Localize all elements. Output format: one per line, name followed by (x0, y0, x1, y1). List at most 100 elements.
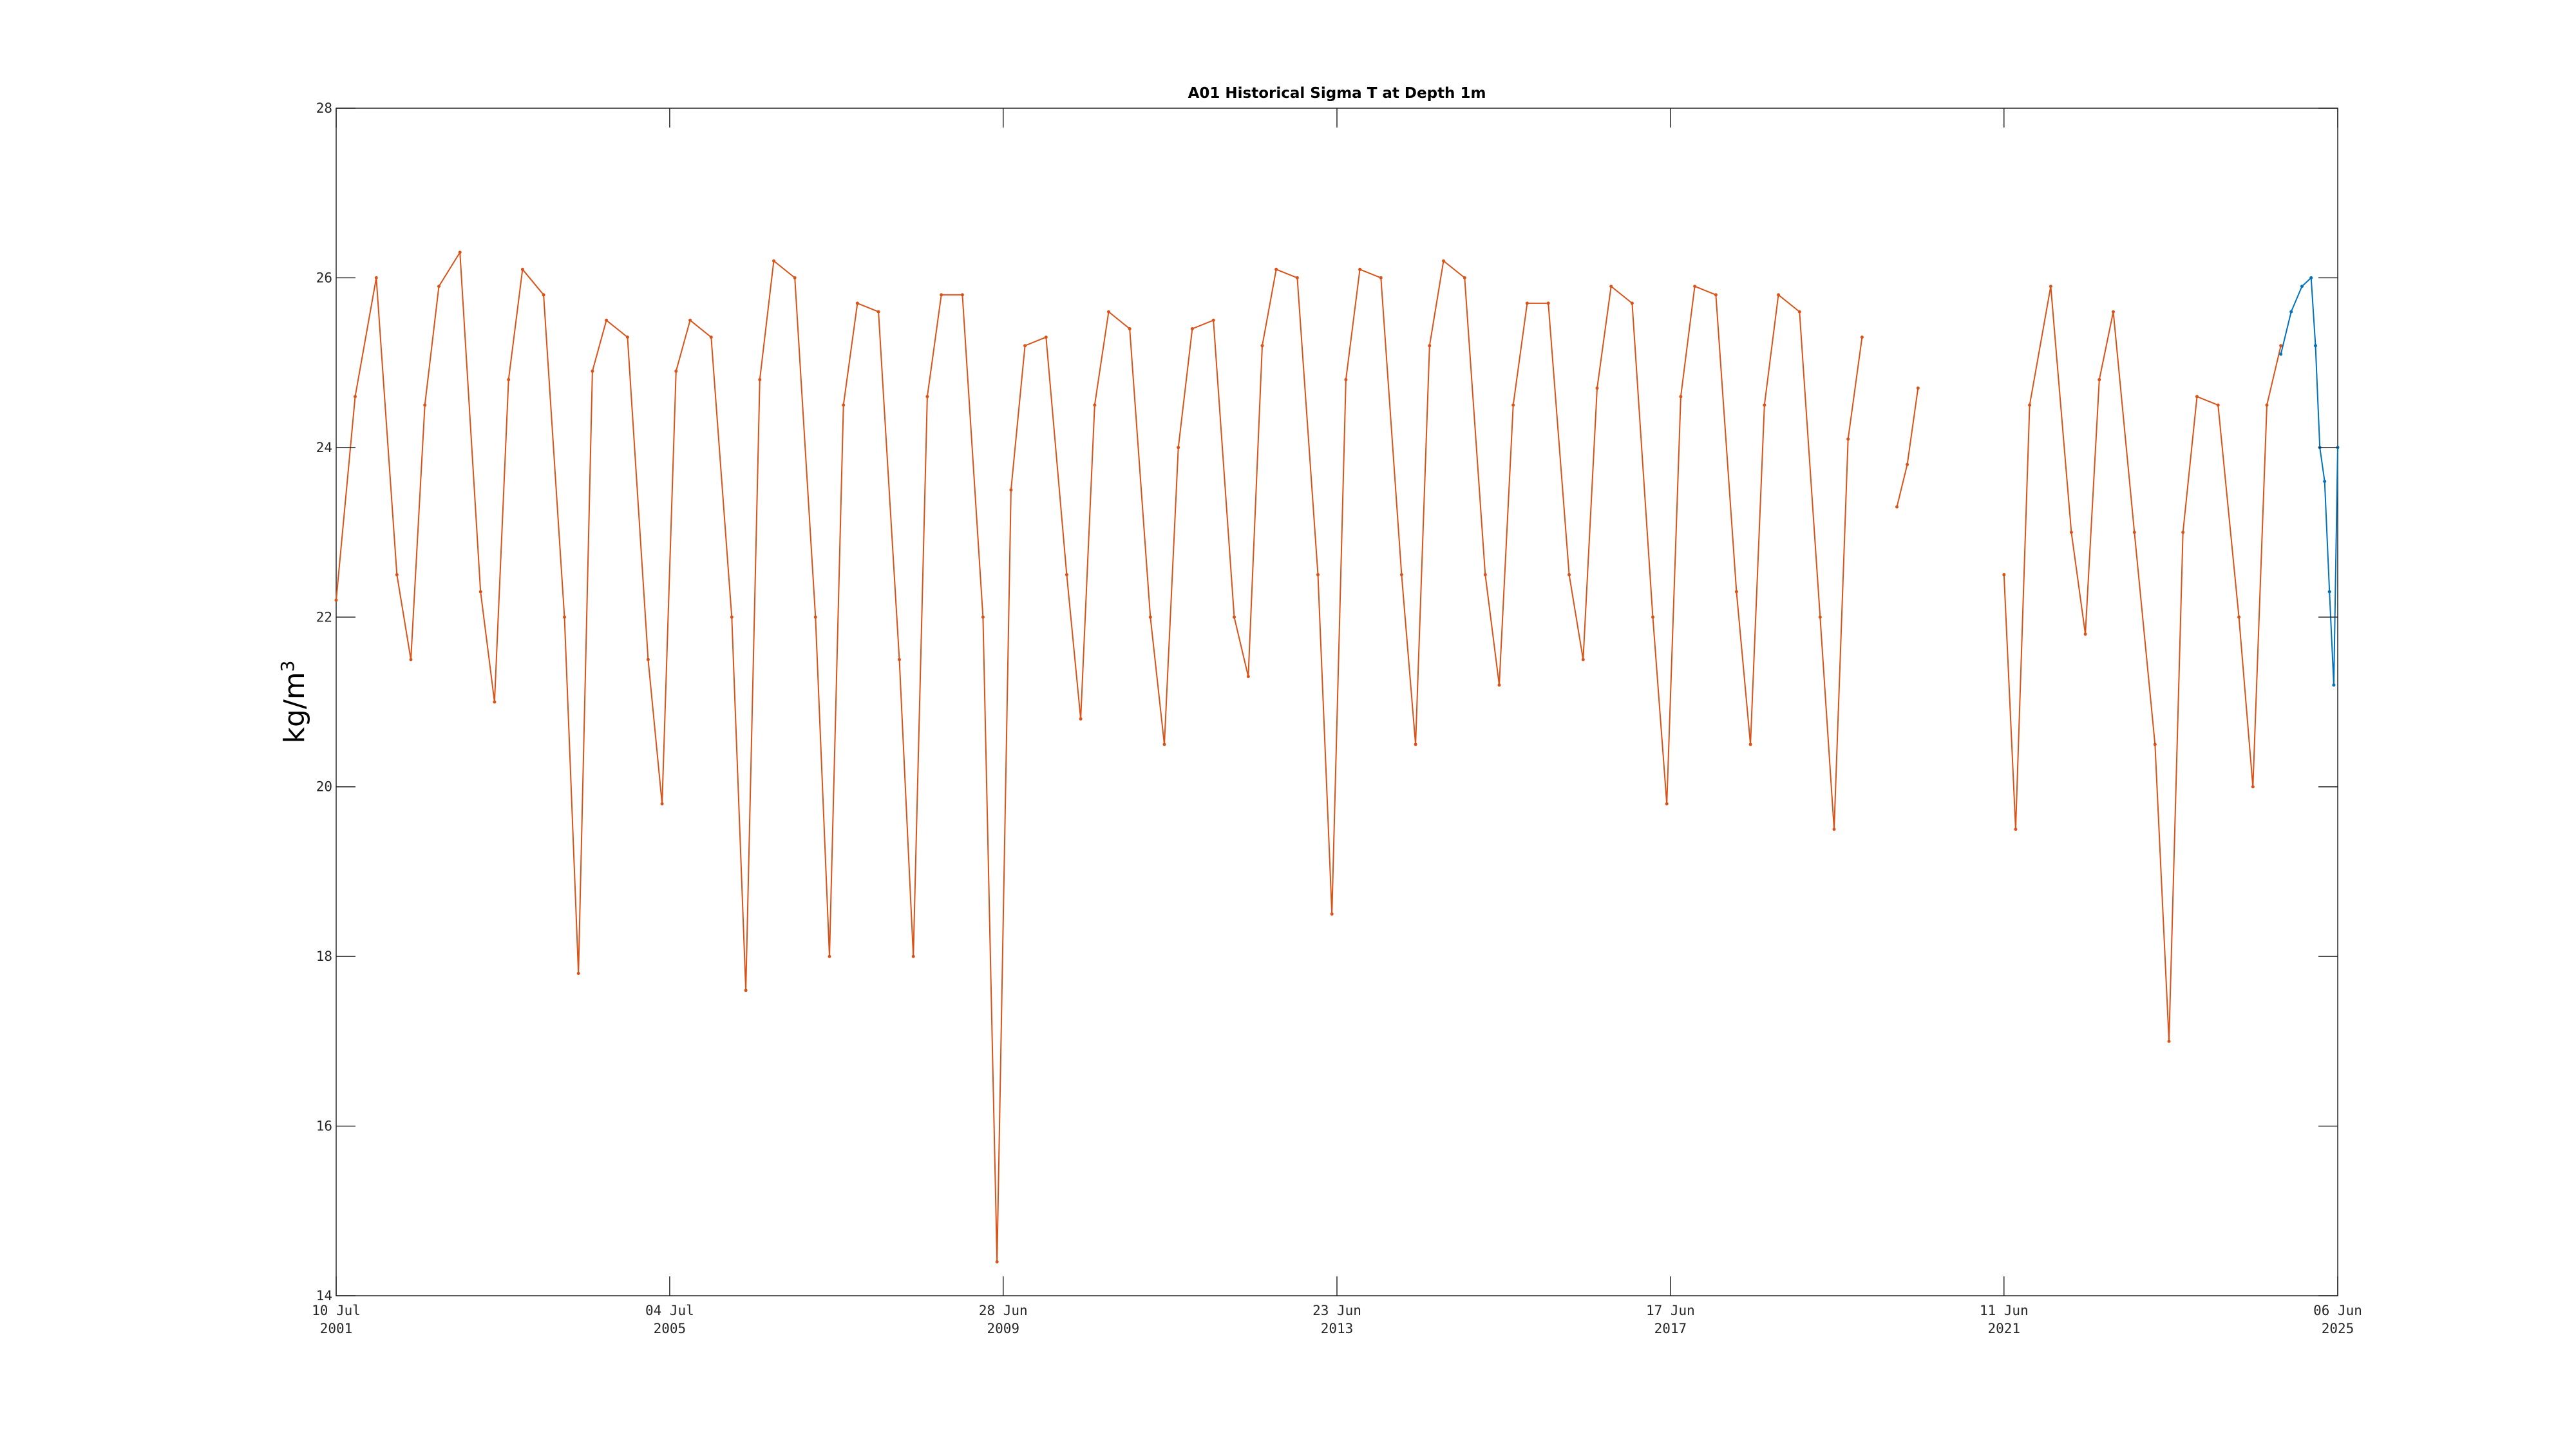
data-point (1860, 336, 1864, 339)
data-point (423, 403, 427, 407)
data-point (1763, 403, 1766, 407)
data-point (730, 615, 734, 619)
data-point (2216, 403, 2220, 407)
data-point (1832, 828, 1836, 831)
data-point (2279, 352, 2283, 356)
data-point (507, 378, 511, 381)
data-point (925, 395, 929, 399)
data-point (1295, 276, 1299, 279)
data-point (2181, 531, 2185, 535)
data-point (520, 267, 524, 271)
data-point (374, 276, 378, 279)
data-point (2195, 395, 2199, 399)
y-tick-label: 26 (316, 270, 332, 285)
x-tick-label-day: 23 Jun (1312, 1303, 1361, 1318)
data-point (1609, 285, 1613, 289)
series-line (336, 251, 1863, 1263)
data-point (2167, 1039, 2171, 1043)
data-point (334, 598, 338, 602)
data-point (1693, 285, 1697, 289)
data-point (1079, 717, 1083, 721)
y-tick-label: 18 (316, 949, 332, 964)
data-point (1906, 462, 1909, 466)
data-point (2237, 615, 2241, 619)
x-tick-label-day: 28 Jun (979, 1303, 1028, 1318)
data-point (1679, 395, 1683, 399)
data-point (1260, 344, 1264, 348)
data-point (2323, 480, 2327, 483)
y-axis-label-superscript: 3 (277, 661, 298, 672)
data-point (2289, 310, 2293, 314)
data-point (744, 989, 748, 992)
historical-series (334, 251, 2283, 1264)
data-point (1797, 310, 1801, 314)
data-point (437, 285, 440, 289)
x-tick-label-day: 10 Jul (312, 1303, 361, 1318)
data-point (2153, 743, 2157, 746)
data-point (1162, 743, 1166, 746)
data-point (1399, 573, 1403, 576)
data-point (1316, 573, 1320, 576)
data-point (1190, 327, 1194, 330)
series-line (2280, 277, 2338, 686)
data-point (576, 972, 580, 975)
data-point (2300, 285, 2304, 289)
data-point (940, 293, 943, 297)
data-point (758, 378, 762, 381)
data-point (1748, 743, 1752, 746)
x-tick-label-day: 11 Jun (1980, 1303, 2029, 1318)
data-point (960, 293, 964, 297)
data-point (2309, 276, 2313, 279)
data-point (2028, 403, 2032, 407)
x-tick-label-day: 17 Jun (1646, 1303, 1695, 1318)
chart-title: A01 Historical Sigma T at Depth 1m (1188, 85, 1486, 102)
data-point (2279, 344, 2283, 348)
data-point (1546, 301, 1550, 305)
data-point (354, 395, 357, 399)
data-point (2098, 378, 2101, 381)
data-point (1895, 505, 1899, 509)
data-point (813, 615, 817, 619)
data-point (1714, 293, 1718, 297)
data-point (1128, 327, 1132, 330)
data-point (1483, 573, 1487, 576)
data-point (1846, 437, 1850, 441)
data-point (1177, 446, 1180, 450)
data-point (409, 658, 413, 661)
y-tick-label: 28 (316, 100, 332, 116)
data-point (674, 369, 678, 373)
x-tick-label-year: 2005 (654, 1321, 687, 1336)
data-point (1233, 615, 1236, 619)
data-point (842, 403, 846, 407)
data-point (898, 658, 901, 661)
data-point (2049, 285, 2052, 289)
data-point (1665, 802, 1669, 806)
data-point (1107, 310, 1110, 314)
y-tick-label: 24 (316, 440, 332, 455)
data-point (458, 251, 462, 254)
data-point (1023, 344, 1027, 348)
y-axis: 14 16 18 20 22 24 26 28 (316, 100, 2338, 1303)
x-tick-label-year: 2025 (2322, 1321, 2354, 1336)
y-tick-label: 16 (316, 1119, 332, 1134)
data-point (1442, 259, 1445, 263)
data-point (1777, 293, 1780, 297)
data-point (855, 301, 859, 305)
data-point (1428, 344, 1432, 348)
data-point (1414, 743, 1417, 746)
data-point (2069, 531, 2073, 535)
data-point (2332, 683, 2336, 687)
data-point (1651, 615, 1654, 619)
data-point (1525, 301, 1529, 305)
data-point (2314, 344, 2317, 348)
data-point (493, 700, 497, 704)
data-point (876, 310, 880, 314)
data-point (995, 1260, 999, 1264)
data-point (1916, 386, 1920, 390)
data-point (1093, 403, 1097, 407)
data-point (1246, 675, 1250, 678)
data-point (709, 336, 713, 339)
series-line (2003, 285, 2282, 1042)
data-point (2265, 403, 2269, 407)
